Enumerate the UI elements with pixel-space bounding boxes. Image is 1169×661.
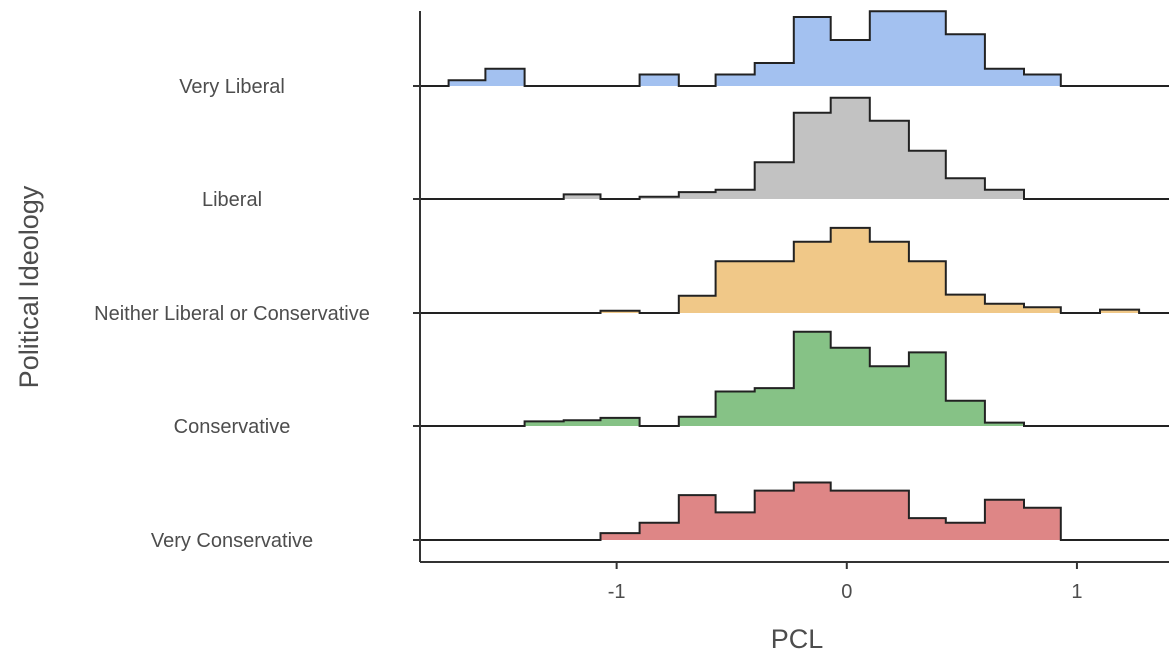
- ridge-fill-liberal: [421, 97, 1169, 199]
- ridge-outline-neither-liberal-or-conservative: [421, 226, 1169, 314]
- x-tick-label-0: 0: [841, 581, 852, 603]
- x-tick-label--1: -1: [608, 581, 626, 603]
- y-tick-label-conservative: Conservative: [174, 416, 291, 438]
- x-axis-title: PCL: [771, 624, 824, 654]
- y-tick-label-very-conservative: Very Conservative: [151, 530, 313, 552]
- ridge-fill-conservative: [421, 331, 1169, 426]
- y-tick-label-very-liberal: Very Liberal: [179, 76, 285, 98]
- y-axis-title: Political Ideology: [14, 185, 44, 388]
- ridge-fill-very-conservative: [421, 482, 1169, 540]
- y-tick-label-liberal: Liberal: [202, 189, 262, 211]
- ridges-group: [421, 10, 1169, 541]
- ridge-outline-conservative: [421, 330, 1169, 427]
- x-axis: -1 0 1: [420, 561, 1169, 603]
- ridge-outline-very-liberal: [421, 10, 1169, 87]
- ridge-fill-very-liberal: [421, 11, 1169, 86]
- x-tick-label-1: 1: [1071, 581, 1082, 603]
- ridge-outline-liberal: [421, 96, 1169, 200]
- ridge-fill-neither-liberal-or-conservative: [421, 227, 1169, 313]
- ridge-outline-very-conservative: [421, 481, 1169, 541]
- y-tick-label-neither-liberal-or-conservative: Neither Liberal or Conservative: [94, 303, 370, 325]
- y-axis: Very Liberal Liberal Neither Liberal or Co…: [94, 11, 421, 562]
